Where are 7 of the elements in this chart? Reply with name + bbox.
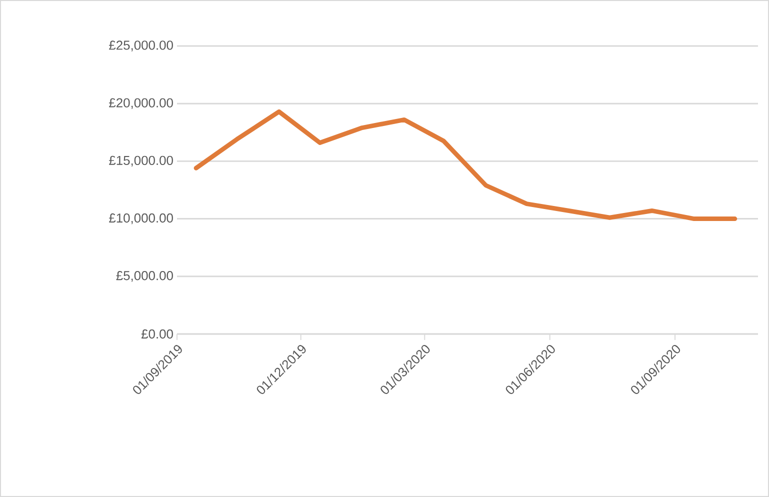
y-tick-label: £5,000.00 (116, 271, 173, 282)
y-tick-label: £15,000.00 (109, 156, 173, 167)
y-tick-label: £25,000.00 (109, 40, 173, 52)
y-tick-label: £20,000.00 (109, 98, 173, 109)
y-tick-label: £10,000.00 (109, 213, 173, 224)
y-tick-label: £0.00 (141, 329, 173, 339)
line-series (194, 109, 738, 222)
